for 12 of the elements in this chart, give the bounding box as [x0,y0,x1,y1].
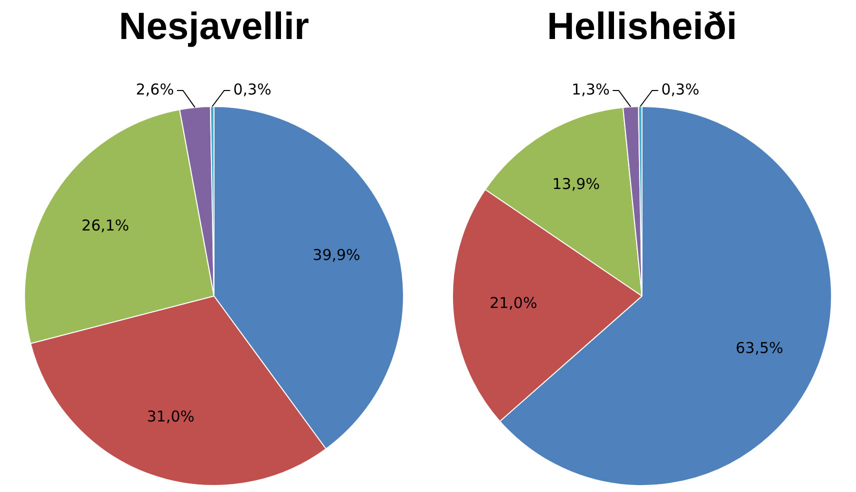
data-label: 26,1% [82,216,130,235]
data-label: 63,5% [736,338,784,357]
data-label: 1,3% [572,80,610,98]
data-label: 13,9% [552,175,600,194]
data-label: 21,0% [490,294,538,312]
data-label: 39,9% [312,246,360,264]
data-label: 0,3% [661,80,700,98]
chart-title: Nesjavellir [118,6,310,49]
data-label: 31,0% [146,407,195,426]
data-label: 2,6% [136,80,174,98]
data-label: 0,3% [233,80,272,98]
chart-title: Hellisheiði [546,6,738,49]
